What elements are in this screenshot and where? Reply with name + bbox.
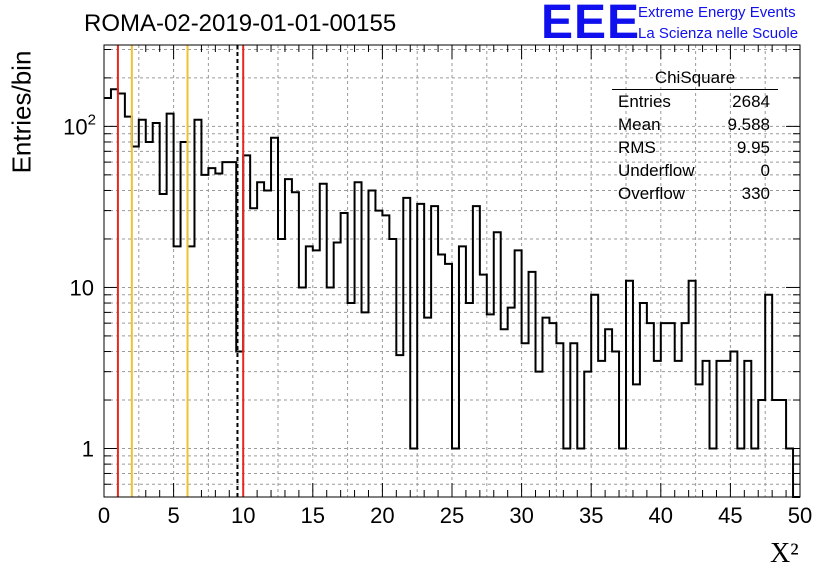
x-tick-label: 15 xyxy=(301,503,325,528)
x-tick-label: 35 xyxy=(579,503,603,528)
stats-rows: Entries 2684 Mean 9.588 RMS 9.95 Underflow 0 Ove… xyxy=(612,90,778,205)
stats-row-rms: RMS 9.95 xyxy=(612,136,778,159)
stats-box: ChiSquare Entries 2684 Mean 9.588 RMS 9.95 Und… xyxy=(612,68,778,205)
x-tick-label: 0 xyxy=(98,503,110,528)
x-tick-label: 20 xyxy=(370,503,394,528)
x-tick-label: 45 xyxy=(718,503,742,528)
y-tick-label: 1 xyxy=(82,437,94,462)
chart-title: ROMA-02-2019-01-01-00155 xyxy=(84,10,397,37)
x-tick-label: 25 xyxy=(440,503,464,528)
stats-value: 9.95 xyxy=(736,138,770,157)
stats-value: 2684 xyxy=(732,92,770,111)
y-tick-label: 10 xyxy=(70,275,94,300)
x-tick-label: 10 xyxy=(231,503,255,528)
stats-label: RMS xyxy=(618,138,656,157)
logo-caption-line2: La Scienza nelle Scuole xyxy=(638,25,799,42)
stats-row-underflow: Underflow 0 xyxy=(612,159,778,182)
x-tick-label: 40 xyxy=(649,503,673,528)
stats-box-title: ChiSquare xyxy=(612,68,778,90)
y-tick-label: 102 xyxy=(63,111,96,139)
x-tick-label: 50 xyxy=(788,503,812,528)
stats-label: Underflow xyxy=(618,161,695,180)
x-axis-label: X² xyxy=(770,538,799,569)
stats-label: Entries xyxy=(618,92,671,111)
stats-value: 330 xyxy=(741,184,770,203)
stats-value: 9.588 xyxy=(727,115,770,134)
x-tick-label: 30 xyxy=(509,503,533,528)
stats-row-mean: Mean 9.588 xyxy=(612,113,778,136)
stats-row-overflow: Overflow 330 xyxy=(612,182,778,205)
stats-value: 0 xyxy=(760,161,770,180)
histogram-series xyxy=(104,88,800,498)
plot-frame xyxy=(103,44,801,498)
x-tick-label: 5 xyxy=(167,503,179,528)
stats-label: Overflow xyxy=(618,184,686,203)
logo-caption-line1: Extreme Energy Events xyxy=(638,4,796,21)
stats-row-entries: Entries 2684 xyxy=(612,90,778,113)
stats-label: Mean xyxy=(618,115,661,134)
eee-logo: EEE xyxy=(541,0,641,49)
